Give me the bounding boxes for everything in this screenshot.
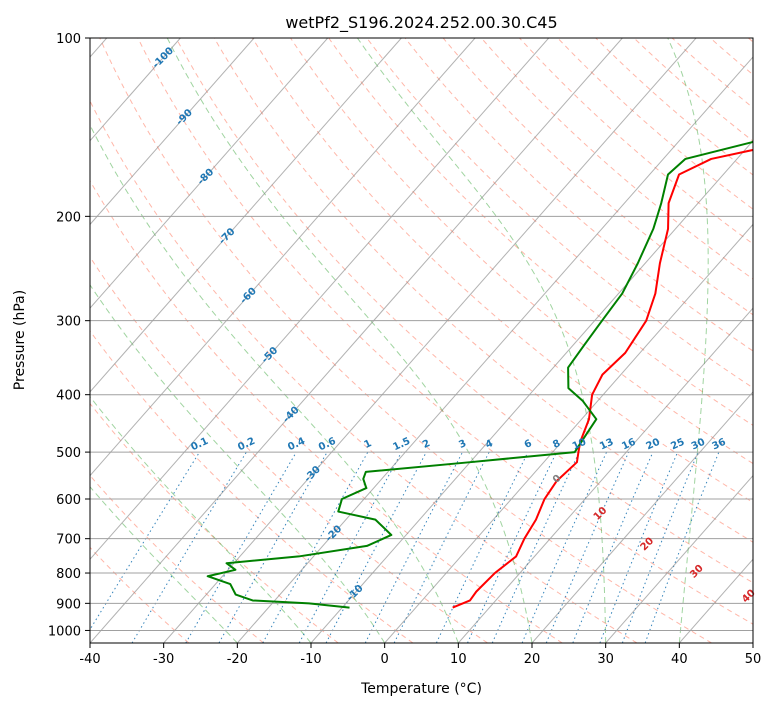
mixing-ratio-line: [90, 451, 200, 631]
dry-adiabat: [90, 256, 488, 643]
mixing-ratio-line: [435, 451, 529, 643]
y-tick-label: 900: [56, 597, 81, 612]
moist-adiabat: [90, 284, 386, 643]
isotherm: [236, 56, 753, 643]
mixing-ratio-label: 2: [421, 438, 432, 451]
isotherm: [90, 38, 476, 477]
mixing-ratio-label: 6: [523, 438, 534, 451]
chart-title: wetPf2_S196.2024.252.00.30.C45: [285, 13, 557, 33]
dry-adiabat: [99, 38, 712, 643]
dewpoint-profile: [206, 140, 753, 609]
dry-adiabat: [175, 38, 753, 584]
mixing-ratio-label: 13: [598, 437, 615, 453]
moist-adiabat: [166, 38, 533, 643]
x-tick-label: 20: [524, 652, 541, 667]
mixing-ratio-label: 4: [484, 438, 495, 451]
dry-adiabat: [90, 402, 339, 643]
x-tick-label: 10: [450, 652, 467, 667]
isotherm: [605, 474, 753, 643]
y-tick-label: 600: [56, 493, 81, 508]
x-tick-label: -30: [153, 652, 174, 667]
y-tick-label: 400: [56, 389, 81, 404]
moist-adiabat: [90, 486, 238, 643]
mixing-ratio-line: [393, 451, 490, 643]
dry-adiabat: [137, 38, 753, 625]
isotherm: [310, 139, 753, 643]
y-tick-label: 1000: [48, 624, 81, 639]
x-tick-label: -20: [227, 652, 248, 667]
isotherm: [163, 38, 697, 643]
dry-adiabat: [328, 38, 753, 426]
x-tick-label: -10: [300, 652, 321, 667]
x-tick-label: 40: [671, 652, 688, 667]
temperature-profile: [452, 148, 753, 609]
y-tick-label: 200: [56, 210, 81, 225]
isotherm: [90, 38, 402, 393]
dry-adiabat: [90, 474, 264, 643]
isotherm: [531, 391, 753, 643]
mixing-ratio-label: 8: [551, 438, 562, 451]
x-axis-label: Temperature (°C): [360, 681, 482, 697]
dry-adiabat: [442, 38, 753, 316]
mixing-ratio-line: [298, 451, 402, 643]
x-tick-label: 30: [597, 652, 614, 667]
mixing-ratio-label: 1: [363, 438, 374, 451]
mixing-ratio-label: 25: [669, 437, 686, 453]
mixing-ratio-label: 20: [645, 437, 662, 453]
mixing-ratio-line: [467, 451, 557, 643]
isotherm: [90, 38, 255, 226]
moist-adiabat: [667, 38, 709, 643]
y-axis-label: Pressure (hPa): [12, 290, 28, 390]
y-tick-label: 100: [56, 32, 81, 47]
mixing-ratio-label: 3: [457, 438, 468, 451]
mixing-ratio-line: [185, 451, 297, 643]
mixing-ratio-label: 10: [571, 437, 588, 453]
x-tick-label: 0: [381, 652, 389, 667]
dry-adiabat: [90, 99, 638, 643]
mixing-ratio-label: 16: [620, 437, 637, 453]
x-tick-label: -40: [79, 652, 100, 667]
plot-frame: [89, 37, 754, 644]
isotherm: [90, 38, 550, 561]
x-tick-label: 50: [745, 652, 762, 667]
y-tick-label: 800: [56, 567, 81, 582]
isotherm: [384, 223, 753, 643]
dry-adiabat: [90, 179, 563, 643]
isotherm: [90, 38, 181, 142]
y-tick-label: 300: [56, 315, 81, 330]
moist-adiabat: [356, 38, 607, 643]
isotherm: [457, 307, 753, 643]
y-tick-label: 700: [56, 533, 81, 548]
mixing-ratio-line: [644, 451, 720, 643]
y-tick-label: 500: [56, 446, 81, 461]
plot-background: [90, 38, 753, 643]
isotherm: [90, 38, 329, 309]
isotherm: [90, 38, 623, 643]
mixing-ratio-line: [621, 451, 699, 643]
mixing-ratio-label: 30: [690, 437, 707, 453]
mixing-ratio-label: 36: [710, 437, 727, 453]
isotherm: [752, 642, 753, 643]
